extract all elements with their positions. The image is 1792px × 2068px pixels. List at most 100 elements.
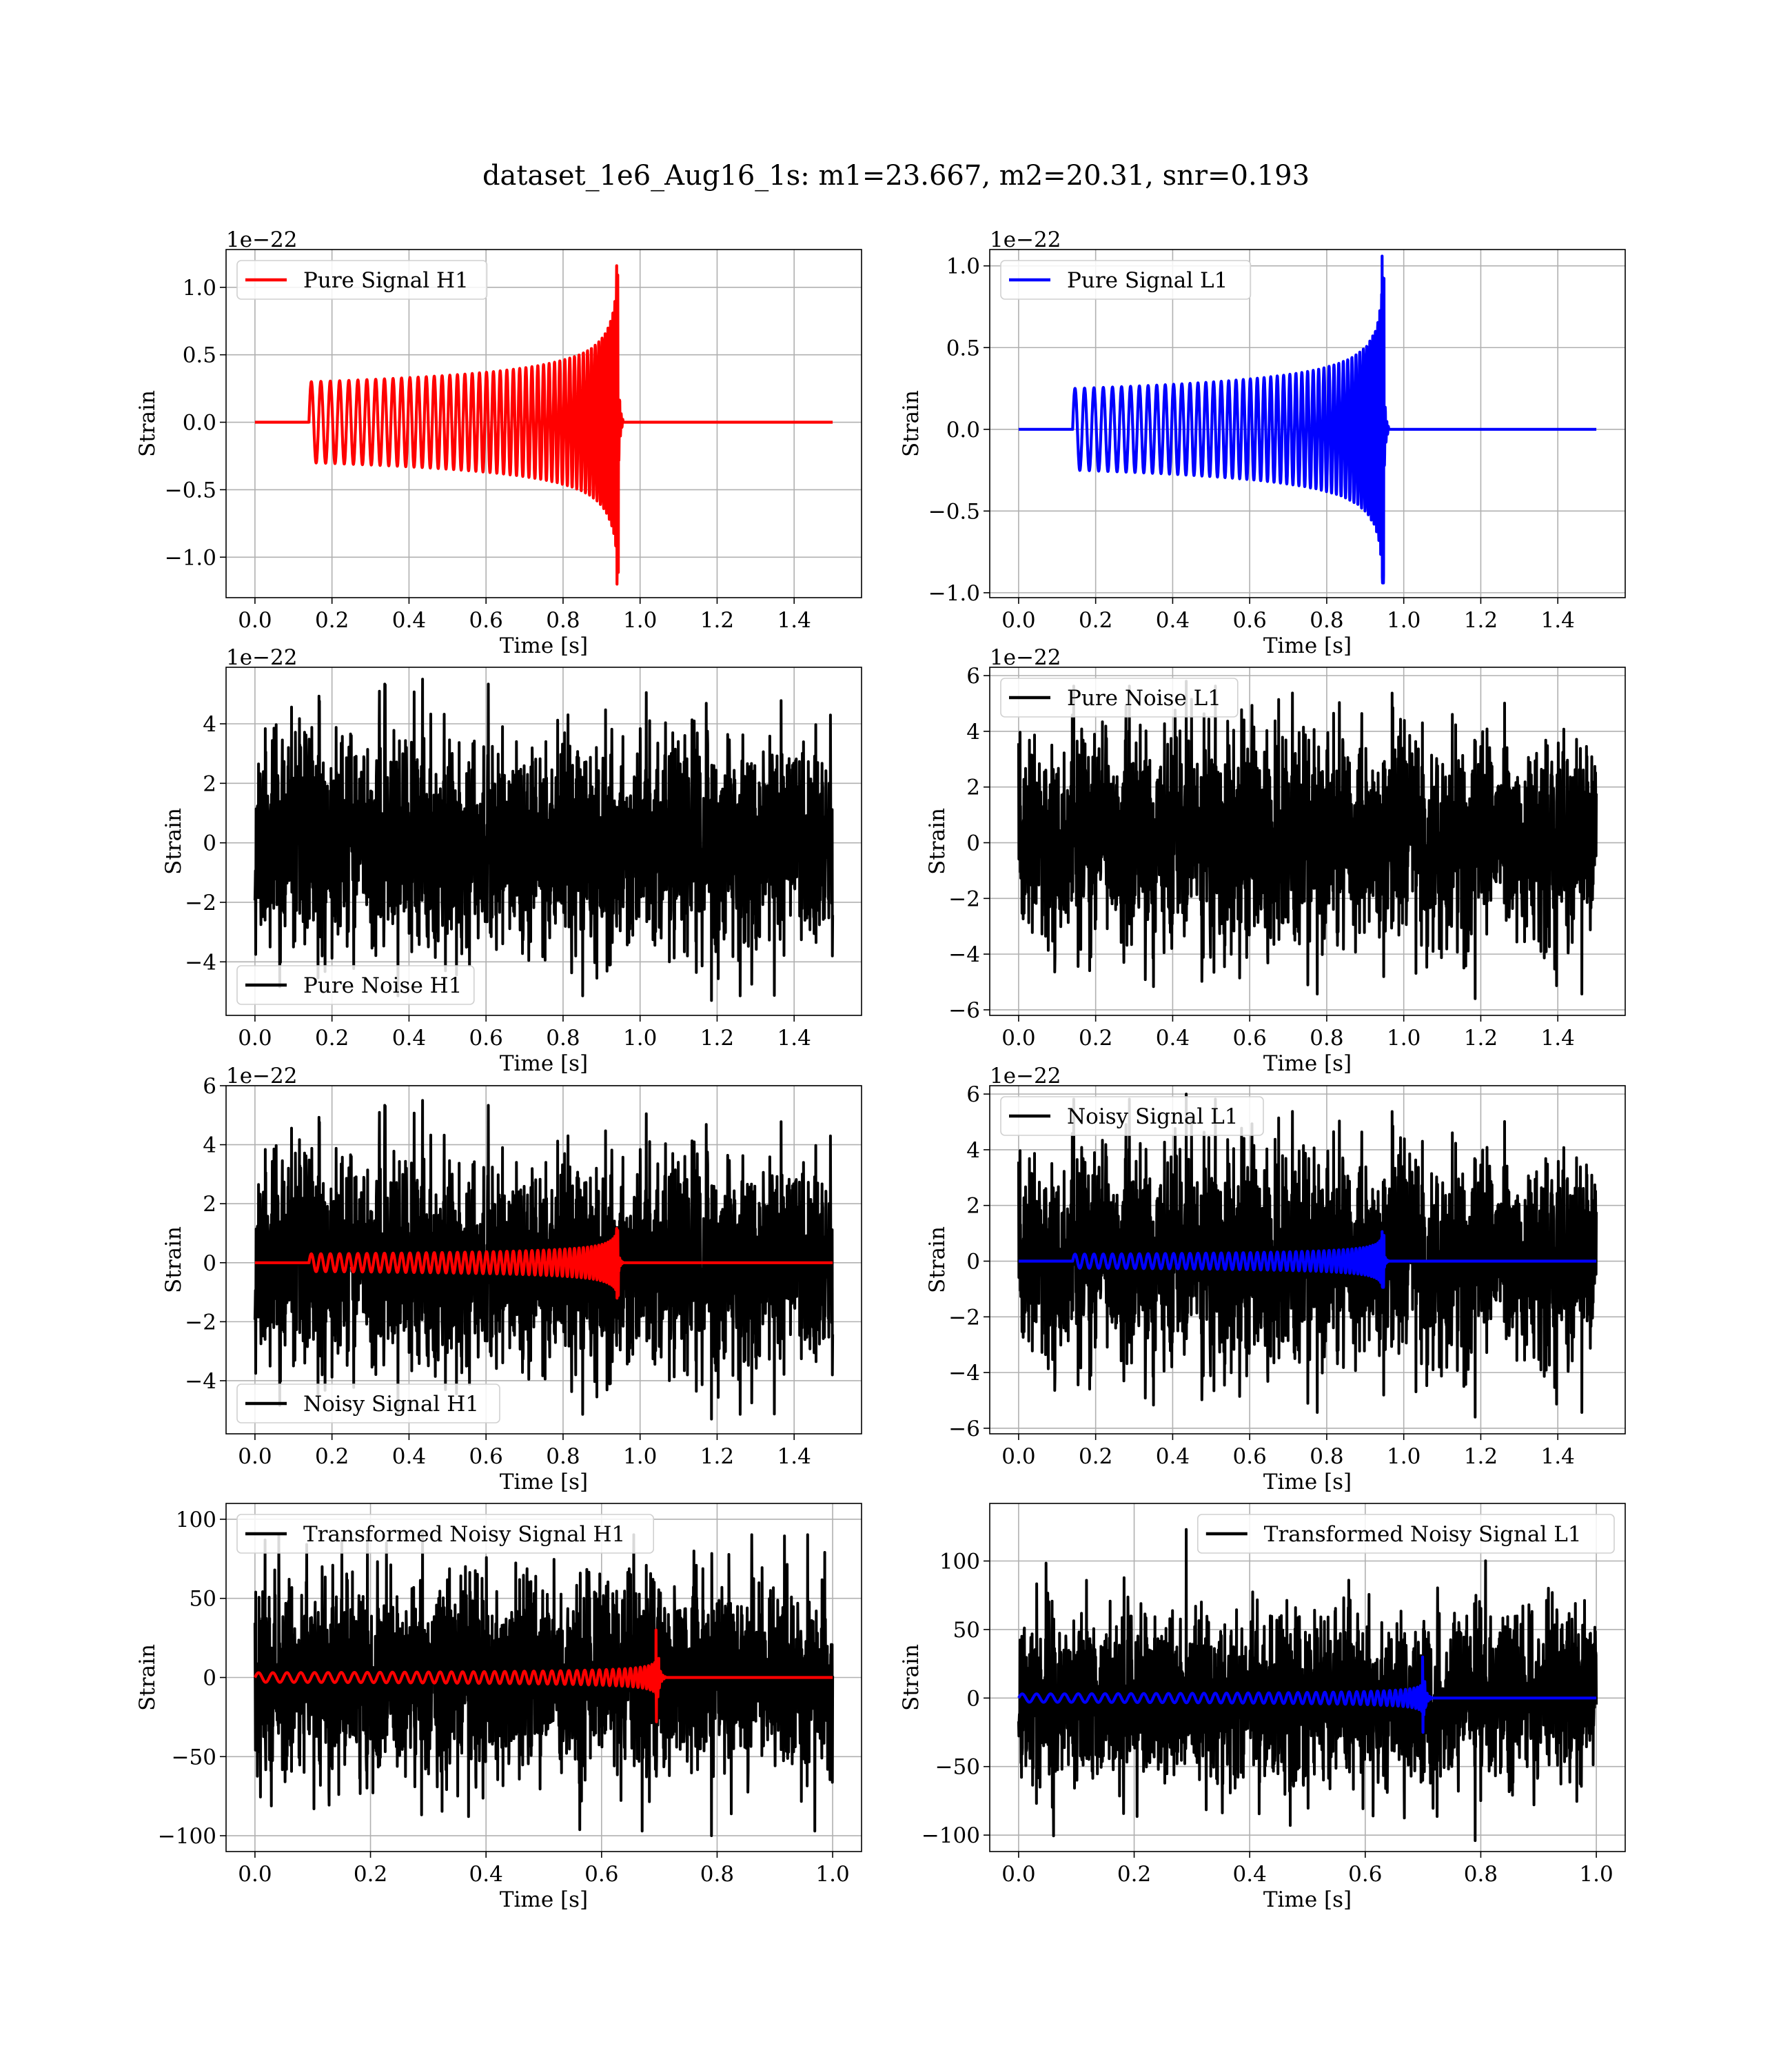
x-tick-label: 1.4 <box>1541 1444 1575 1469</box>
y-tick-label: 0 <box>203 1251 216 1276</box>
x-tick-label: 1.2 <box>1464 1026 1498 1051</box>
x-tick-label: 0.8 <box>700 1862 734 1887</box>
series-line-transformed-noisy-signal-h1-overlay <box>254 1628 834 1723</box>
series-line-noisy-signal-h1-overlay <box>254 1227 834 1300</box>
x-axis-label: Time [s] <box>500 1887 588 1912</box>
subplot-noisy-signal-l1: 0.0 0.2 0.4 0.6 0.8 1.0 1.2 1.4 −6 −4 −2 0 2 4 6 Time [… <box>925 1064 1626 1494</box>
series-group <box>253 1529 835 1837</box>
subplot-pure-signal-h1: 0.0 0.2 0.4 0.6 0.8 1.0 1.2 1.4 −1.0 −0.5 0.0 0.5 1.… <box>135 227 862 658</box>
x-tick-label: 1.4 <box>1541 1026 1575 1051</box>
y-tick-label: −100 <box>922 1823 980 1848</box>
axes-frame <box>989 1503 1626 1852</box>
subplot-noisy-signal-h1: 0.0 0.2 0.4 0.6 0.8 1.0 1.2 1.4 −4 −2 0 2 4 6 Time [s]… <box>161 1064 862 1494</box>
series-line-noisy-signal-h1 <box>253 1099 835 1421</box>
x-tick-label: 0.4 <box>392 1444 426 1469</box>
y-axis-label: Strain <box>925 1226 950 1293</box>
x-axis-label: Time [s] <box>1263 1051 1352 1076</box>
y-axis-label: Strain <box>899 390 924 457</box>
x-axis-label: Time [s] <box>1263 1887 1352 1912</box>
series-line-pure-noise-l1 <box>1017 680 1598 1000</box>
x-tick-label: 0.4 <box>392 608 426 633</box>
axis-offset-label: 1e−22 <box>990 1064 1061 1088</box>
y-tick-label: −6 <box>948 998 980 1023</box>
legend-box <box>1197 1514 1615 1554</box>
y-tick-label: −50 <box>172 1745 216 1770</box>
x-tick-label: 0.4 <box>392 1026 426 1051</box>
legend-box <box>236 260 488 300</box>
legend: Pure Signal L1 <box>1000 260 1252 300</box>
y-tick-label: 2 <box>966 1194 980 1219</box>
subplot-pure-signal-l1: 0.0 0.2 0.4 0.6 0.8 1.0 1.2 1.4 −1.0 −0.5 0.0 0.5 1.… <box>899 227 1626 658</box>
x-tick-label: 1.0 <box>1387 608 1421 633</box>
y-tick-label: −4 <box>185 1369 216 1394</box>
x-tick-label: 1.4 <box>777 1444 811 1469</box>
series-group <box>1017 1528 1598 1843</box>
x-tick-label: 0.2 <box>1079 1444 1112 1469</box>
x-tick-label: 0.4 <box>1156 608 1190 633</box>
x-tick-label: 0.2 <box>354 1862 387 1887</box>
subplot-grid: 0.0 0.2 0.4 0.6 0.8 1.0 1.2 1.4 −1.0 −0.5 0.0 0.5 1.… <box>135 227 1626 1912</box>
y-tick-label: −1.0 <box>165 545 216 570</box>
y-tick-label: 0 <box>966 1686 980 1711</box>
x-tick-label: 0.6 <box>469 1444 503 1469</box>
legend-box <box>236 1383 500 1423</box>
legend-label: Pure Signal L1 <box>1067 268 1228 293</box>
series-group <box>1017 254 1598 585</box>
legend-box <box>236 965 475 1005</box>
x-tick-label: 0.6 <box>1348 1862 1382 1887</box>
legend-box <box>1000 678 1239 718</box>
x-tick-label: 0.6 <box>1233 608 1267 633</box>
y-tick-label: −2 <box>185 891 216 915</box>
legend-box <box>1000 260 1252 300</box>
figure-title: dataset_1e6_Aug16_1s: m1=23.667, m2=20.3… <box>482 160 1310 192</box>
legend-label: Transformed Noisy Signal H1 <box>303 1522 625 1547</box>
series-group <box>253 678 835 1002</box>
legend-label: Pure Noise H1 <box>303 973 462 998</box>
x-tick-label: 0.8 <box>546 1444 580 1469</box>
y-tick-label: 4 <box>966 720 980 744</box>
legend: Pure Noise L1 <box>1000 678 1239 718</box>
axes-frame <box>989 1085 1626 1435</box>
x-tick-label: 1.2 <box>1464 1444 1498 1469</box>
y-tick-label: 4 <box>203 1133 216 1158</box>
y-tick-label: −2 <box>948 886 980 911</box>
x-tick-label: 0.6 <box>584 1862 618 1887</box>
x-tick-label: 0.8 <box>546 608 580 633</box>
x-tick-label: 1.2 <box>700 1026 734 1051</box>
x-tick-label: 0.2 <box>315 608 349 633</box>
x-tick-label: 0.6 <box>1233 1444 1267 1469</box>
y-axis-label: Strain <box>899 1644 924 1711</box>
x-tick-label: 1.4 <box>1541 608 1575 633</box>
axis-offset-label: 1e−22 <box>226 1064 298 1088</box>
legend-label: Noisy Signal H1 <box>303 1392 479 1417</box>
y-tick-label: 0.0 <box>946 418 980 443</box>
x-tick-label: 0.8 <box>1464 1862 1498 1887</box>
axes-frame <box>225 1085 862 1435</box>
y-axis-label: Strain <box>135 1644 160 1711</box>
y-tick-label: 100 <box>176 1508 216 1532</box>
series-group <box>1017 680 1598 1000</box>
x-tick-label: 0.4 <box>1156 1444 1190 1469</box>
x-tick-label: 1.0 <box>1579 1862 1613 1887</box>
x-tick-label: 1.0 <box>623 1444 657 1469</box>
legend: Pure Signal H1 <box>236 260 488 300</box>
x-tick-label: 1.2 <box>1464 608 1498 633</box>
y-tick-label: −2 <box>185 1310 216 1335</box>
x-tick-label: 0.0 <box>238 1026 272 1051</box>
y-tick-label: 4 <box>203 712 216 737</box>
y-tick-label: −50 <box>935 1755 980 1780</box>
x-tick-label: 1.0 <box>815 1862 849 1887</box>
y-axis-label: Strain <box>161 808 186 875</box>
legend-box <box>1000 1096 1264 1136</box>
subplot-transformed-noisy-signal-h1: 0.0 0.2 0.4 0.6 0.8 1.0 −100 −50 0 50 100 Time [s] S… <box>135 1503 862 1912</box>
x-tick-label: 1.0 <box>623 1026 657 1051</box>
y-tick-label: 0.5 <box>946 336 980 361</box>
y-tick-label: −100 <box>158 1824 216 1849</box>
x-tick-label: 0.6 <box>469 608 503 633</box>
series-line-transformed-noisy-signal-l1-overlay <box>1017 1655 1598 1734</box>
y-tick-label: −1.0 <box>928 581 980 606</box>
axes-frame <box>989 667 1626 1016</box>
x-tick-label: 0.6 <box>1233 1026 1267 1051</box>
y-tick-label: −4 <box>948 942 980 967</box>
